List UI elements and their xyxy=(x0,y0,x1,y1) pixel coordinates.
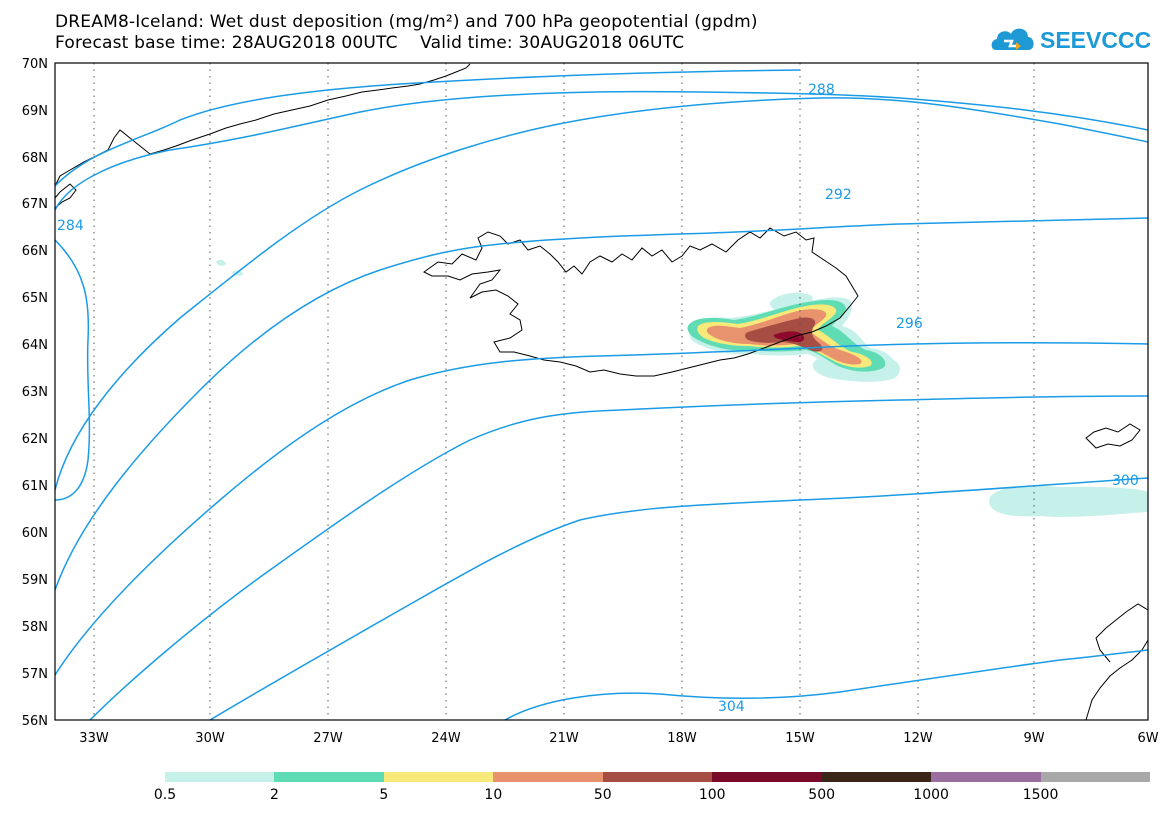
lat-label: 58N xyxy=(22,620,48,635)
coastlines xyxy=(54,63,1149,721)
legend-label: 50 xyxy=(593,787,612,803)
greenland-coastline xyxy=(54,63,471,187)
lon-label: 27W xyxy=(313,731,343,746)
legend-swatch xyxy=(493,772,604,782)
legend-swatch xyxy=(165,772,275,782)
contour-312 xyxy=(209,477,1149,721)
latitude-labels: 70N 69N 68N 67N 66N 65N 64N 63N 62N 61N … xyxy=(22,57,48,729)
legend-swatch xyxy=(821,772,932,782)
color-legend xyxy=(165,772,1151,782)
iceland-coastline xyxy=(423,227,859,377)
lat-label: 62N xyxy=(22,432,48,447)
legend-swatch xyxy=(712,772,823,782)
lat-label: 69N xyxy=(22,104,48,119)
contour-label-300: 300 xyxy=(1112,473,1139,489)
lat-label: 65N xyxy=(22,291,48,306)
seevccc-logo: SEEVCCC xyxy=(991,27,1150,53)
contour-label-284: 284 xyxy=(57,218,84,234)
scotland-coastline xyxy=(1085,603,1149,721)
contour-308 xyxy=(89,395,1149,721)
legend-swatch xyxy=(1040,772,1151,782)
lat-label: 67N xyxy=(22,197,48,212)
lon-label: 9W xyxy=(1023,731,1044,746)
legend-label: 0.5 xyxy=(153,787,177,803)
lon-label: 12W xyxy=(903,731,933,746)
lon-label: 33W xyxy=(79,731,109,746)
legend-label: 2 xyxy=(269,787,279,803)
lat-label: 60N xyxy=(22,526,48,541)
lon-label: 24W xyxy=(431,731,461,746)
faroe-coastline xyxy=(1085,423,1141,449)
lon-label: 21W xyxy=(549,731,579,746)
legend-swatch xyxy=(602,772,713,782)
contour-label-304: 304 xyxy=(718,699,745,715)
contour-labels: 288 292 296 300 304 284 xyxy=(57,82,1139,715)
greenland-coastline-detail xyxy=(54,183,77,209)
legend-label: 100 xyxy=(698,787,726,803)
lon-label: 30W xyxy=(195,731,225,746)
lat-label: 56N xyxy=(22,714,48,729)
contour-label-292: 292 xyxy=(825,187,852,203)
deposition-level-6 xyxy=(773,331,805,342)
legend-swatch xyxy=(931,772,1042,782)
map-frame xyxy=(54,62,1149,721)
longitude-labels: 33W 30W 27W 24W 21W 18W 15W 12W 9W 6W xyxy=(79,731,1158,746)
lat-label: 63N xyxy=(22,385,48,400)
legend-label: 1500 xyxy=(1022,787,1059,803)
lon-label: 18W xyxy=(667,731,697,746)
lat-label: 70N xyxy=(22,57,48,72)
contour-288 xyxy=(54,69,801,187)
lat-label: 57N xyxy=(22,667,48,682)
legend-label: 500 xyxy=(808,787,836,803)
lat-label: 59N xyxy=(22,573,48,588)
dust-deposition-field xyxy=(216,259,1148,517)
contour-label-288: 288 xyxy=(808,82,835,98)
geopotential-contours xyxy=(54,69,1149,721)
lat-label: 64N xyxy=(22,338,48,353)
contour-300-left xyxy=(54,233,681,591)
logo-text: SEEVCCC xyxy=(1040,27,1150,53)
legend-label: 10 xyxy=(484,787,503,803)
lat-label: 66N xyxy=(22,244,48,259)
contour-label-296: 296 xyxy=(896,316,923,332)
map-subtitle: Forecast base time: 28AUG2018 00UTC Vali… xyxy=(55,33,685,53)
legend-swatch xyxy=(274,772,385,782)
contour-292 xyxy=(54,90,1149,211)
legend-label: 5 xyxy=(379,787,389,803)
lat-label: 61N xyxy=(22,479,48,494)
lon-label: 15W xyxy=(785,731,815,746)
map-title: DREAM8-Iceland: Wet dust deposition (mg/… xyxy=(55,12,758,32)
graticule xyxy=(93,63,1035,720)
contour-300-right xyxy=(679,217,1149,235)
legend-swatch xyxy=(383,772,494,782)
contour-296 xyxy=(54,97,1149,491)
contour-284 xyxy=(54,239,91,501)
legend-label: 1000 xyxy=(913,787,949,803)
contour-316 xyxy=(504,649,1149,721)
lat-label: 68N xyxy=(22,151,48,166)
contour-304 xyxy=(54,341,1149,676)
cloud-icon xyxy=(991,28,1034,50)
lon-label: 6W xyxy=(1137,731,1158,746)
